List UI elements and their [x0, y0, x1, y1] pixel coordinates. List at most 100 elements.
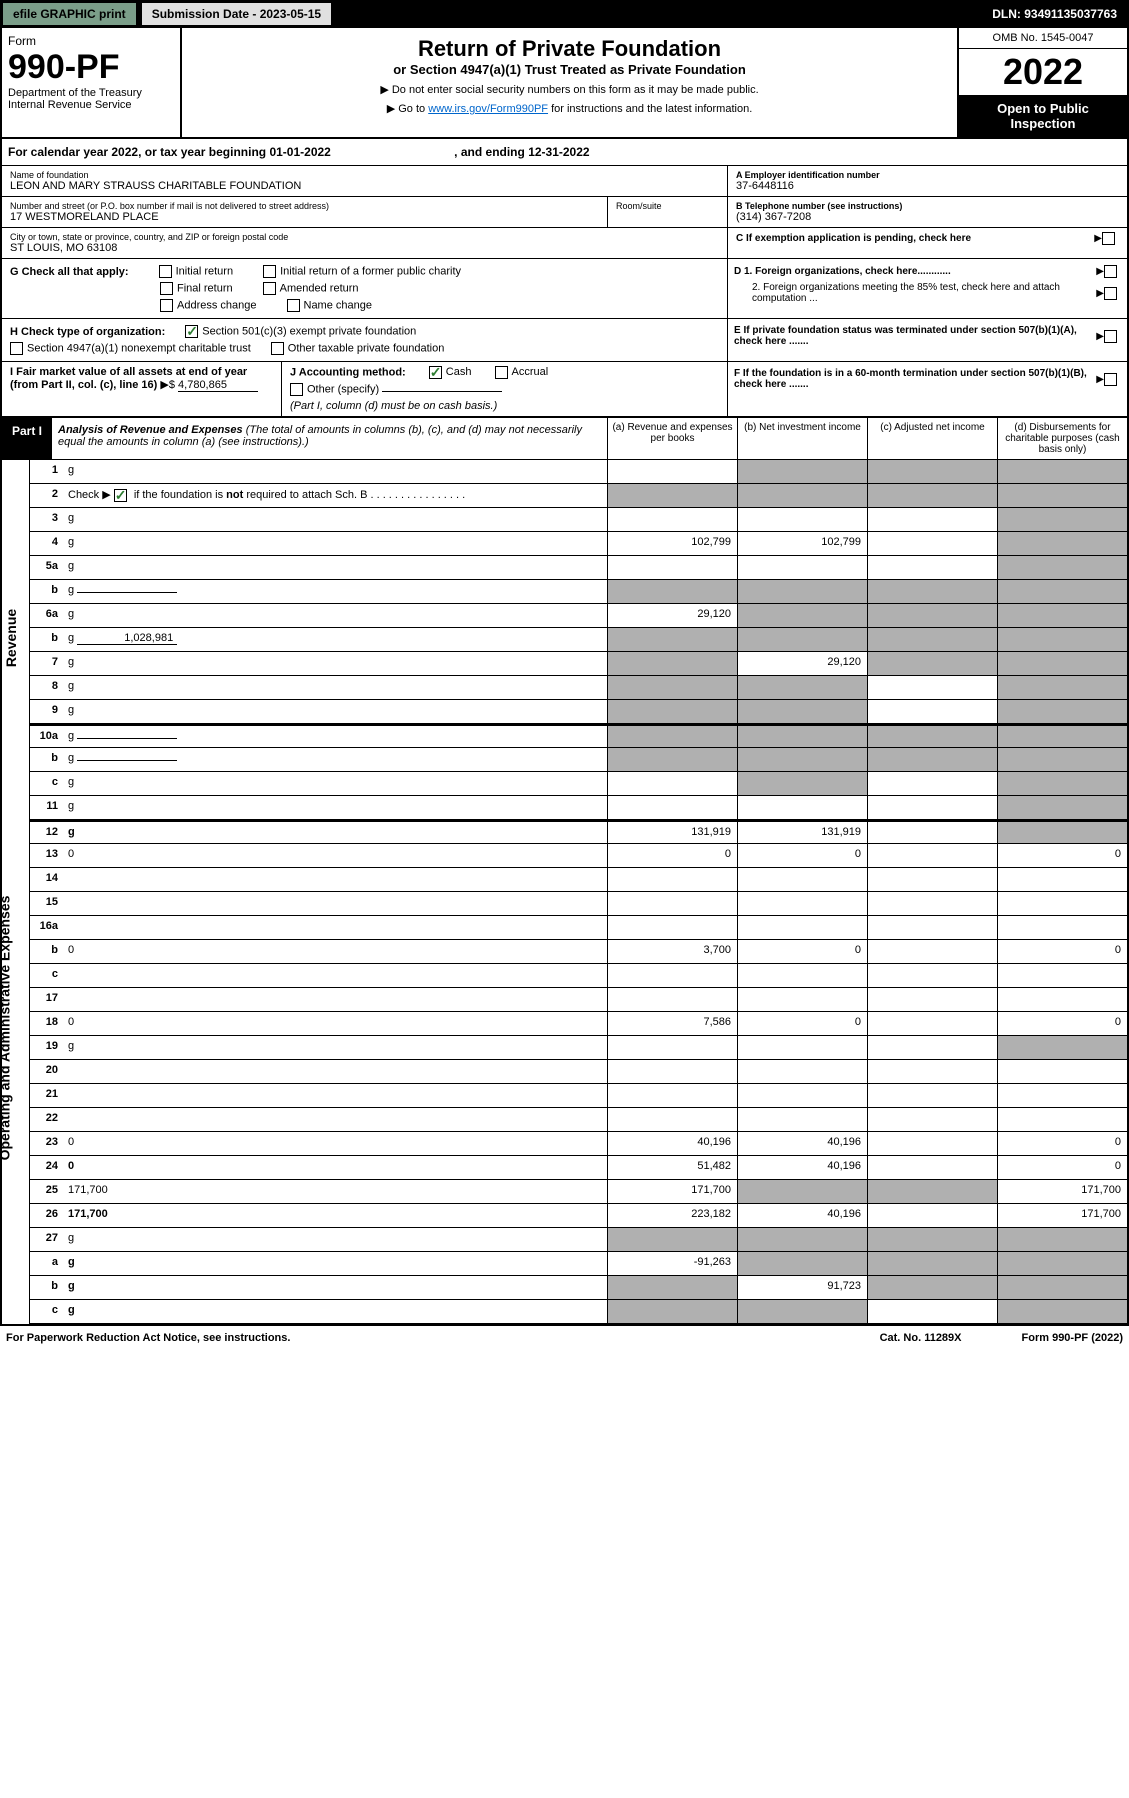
omb-number: OMB No. 1545-0047: [959, 28, 1127, 49]
schb-checkbox[interactable]: [114, 489, 127, 502]
cell-d: 0: [997, 1132, 1127, 1155]
cell-a: [607, 1036, 737, 1059]
cell-a: 171,700: [607, 1180, 737, 1203]
line-number: 23: [30, 1132, 62, 1155]
cell-a: -91,263: [607, 1252, 737, 1275]
address-change-checkbox[interactable]: [160, 299, 173, 312]
cell-a: [607, 580, 737, 603]
line-row-b: bg: [30, 580, 1127, 604]
cell-b: [737, 700, 867, 723]
e-checkbox[interactable]: [1104, 330, 1117, 343]
line-number: b: [30, 580, 62, 603]
form-title: Return of Private Foundation: [190, 36, 949, 62]
cell-d: 0: [997, 940, 1127, 963]
cell-b: [737, 676, 867, 699]
cell-c: [867, 1204, 997, 1227]
line-number: 19: [30, 1036, 62, 1059]
cell-b: [737, 988, 867, 1011]
final-return-checkbox[interactable]: [160, 282, 173, 295]
cell-d: [997, 726, 1127, 747]
footer-left: For Paperwork Reduction Act Notice, see …: [6, 1332, 290, 1344]
accrual-checkbox[interactable]: [495, 366, 508, 379]
cell-b: [737, 1060, 867, 1083]
initial-return-checkbox[interactable]: [159, 265, 172, 278]
line-row-13: 130000: [30, 844, 1127, 868]
line-description: [62, 964, 607, 987]
top-bar: efile GRAPHIC print Submission Date - 20…: [2, 2, 1127, 28]
tel-cell: B Telephone number (see instructions) (3…: [728, 197, 1127, 228]
cell-d: [997, 532, 1127, 555]
cell-b: [737, 1252, 867, 1275]
line-number: b: [30, 748, 62, 771]
col-c-header: (c) Adjusted net income: [867, 418, 997, 459]
cash-checkbox[interactable]: [429, 366, 442, 379]
amended-checkbox[interactable]: [263, 282, 276, 295]
cell-b: [737, 726, 867, 747]
cell-b: [737, 1036, 867, 1059]
cell-a: [607, 892, 737, 915]
cell-d: [997, 1036, 1127, 1059]
tax-year: 2022: [959, 49, 1127, 95]
cell-b: 102,799: [737, 532, 867, 555]
line-row-2: 2Check ▶ if the foundation is not requir…: [30, 484, 1127, 508]
line-row-10a: 10ag: [30, 724, 1127, 748]
initial-former-checkbox[interactable]: [263, 265, 276, 278]
line-number: 1: [30, 460, 62, 483]
line-row-27: 27g: [30, 1228, 1127, 1252]
cell-d: [997, 1276, 1127, 1299]
cell-d: [997, 628, 1127, 651]
cell-b: 131,919: [737, 822, 867, 843]
line-number: 27: [30, 1228, 62, 1251]
other-method-checkbox[interactable]: [290, 383, 303, 396]
cell-c: [867, 940, 997, 963]
cell-d: 0: [997, 1156, 1127, 1179]
h-left: H Check type of organization: Section 50…: [2, 319, 727, 361]
name-change-checkbox[interactable]: [287, 299, 300, 312]
cell-d: 0: [997, 1012, 1127, 1035]
d2-checkbox[interactable]: [1104, 287, 1117, 300]
table-body: Revenue Operating and Administrative Exp…: [2, 460, 1127, 1324]
line-row-26: 26171,700223,18240,196171,700: [30, 1204, 1127, 1228]
cell-b: [737, 1228, 867, 1251]
line-number: 14: [30, 868, 62, 891]
efile-button[interactable]: efile GRAPHIC print: [2, 2, 137, 26]
g-section: G Check all that apply: Initial return I…: [2, 259, 727, 318]
irs-link[interactable]: www.irs.gov/Form990PF: [428, 103, 548, 115]
line-row-9: 9g: [30, 700, 1127, 724]
header-left: Form 990-PF Department of the Treasury I…: [2, 28, 182, 137]
line-description: [62, 988, 607, 1011]
f-checkbox[interactable]: [1104, 373, 1117, 386]
cell-c: [867, 1084, 997, 1107]
cell-a: [607, 726, 737, 747]
cell-a: [607, 1300, 737, 1323]
col-b-header: (b) Net investment income: [737, 418, 867, 459]
c-checkbox[interactable]: [1102, 232, 1115, 245]
cell-c: [867, 796, 997, 819]
cell-c: [867, 1108, 997, 1131]
submission-date: Submission Date - 2023-05-15: [141, 2, 332, 26]
cell-b: [737, 460, 867, 483]
rows-container: 1g2Check ▶ if the foundation is not requ…: [30, 460, 1127, 1324]
line-row-12: 12g131,919131,919: [30, 820, 1127, 844]
cell-d: [997, 556, 1127, 579]
d1-checkbox[interactable]: [1104, 265, 1117, 278]
line-row-a: ag-91,263: [30, 1252, 1127, 1276]
line-number: 11: [30, 796, 62, 819]
line-row-11: 11g: [30, 796, 1127, 820]
4947-checkbox[interactable]: [10, 342, 23, 355]
calendar-year-row: For calendar year 2022, or tax year begi…: [2, 139, 1127, 166]
line-row-b: bg 1,028,981: [30, 628, 1127, 652]
line-row-24: 24051,48240,1960: [30, 1156, 1127, 1180]
line-description: Check ▶ if the foundation is not require…: [62, 484, 607, 507]
cell-d: [997, 1228, 1127, 1251]
cell-d: [997, 868, 1127, 891]
line-row-c: cg: [30, 1300, 1127, 1324]
501c3-checkbox[interactable]: [185, 325, 198, 338]
part1-label: Part I: [2, 418, 52, 459]
other-taxable-checkbox[interactable]: [271, 342, 284, 355]
cell-d: [997, 892, 1127, 915]
cell-b: [737, 868, 867, 891]
cell-a: [607, 988, 737, 1011]
line-row-18: 1807,58600: [30, 1012, 1127, 1036]
d-section: D 1. Foreign organizations, check here..…: [727, 259, 1127, 318]
